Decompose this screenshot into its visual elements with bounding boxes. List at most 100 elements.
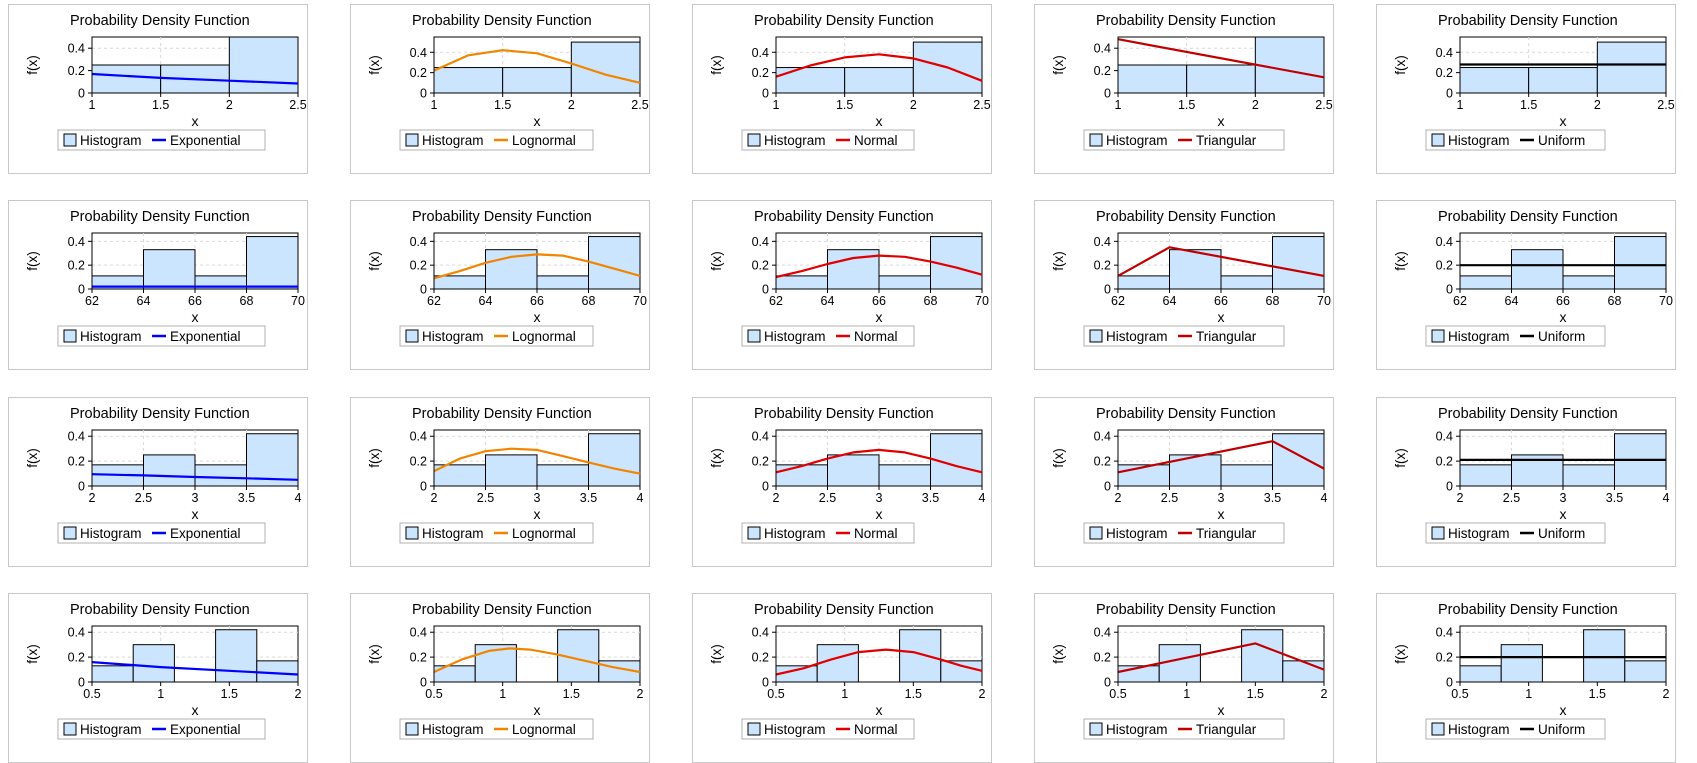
x-tick-label: 1 bbox=[841, 687, 848, 701]
y-tick-label: 0.4 bbox=[410, 235, 427, 249]
x-tick-label: 2.5 bbox=[1503, 491, 1520, 505]
legend-swatch-histogram bbox=[63, 722, 77, 736]
legend-label-histogram: Histogram bbox=[764, 133, 826, 148]
fitted-curve bbox=[775, 53, 983, 82]
chart-title: Probability Density Function bbox=[1096, 406, 1276, 422]
histogram-bar bbox=[246, 236, 299, 290]
y-tick-label: 0.2 bbox=[68, 64, 85, 78]
y-axis-label: f(x) bbox=[1051, 251, 1066, 271]
histogram-bar bbox=[1220, 464, 1273, 487]
legend-label-histogram: Histogram bbox=[764, 329, 826, 344]
x-tick-label: 3.5 bbox=[1264, 491, 1281, 505]
y-tick-label: 0.2 bbox=[752, 259, 769, 273]
x-tick-label: 1.5 bbox=[905, 687, 922, 701]
x-tick-label: 2.5 bbox=[135, 491, 152, 505]
x-tick-label: 70 bbox=[633, 294, 647, 308]
x-tick-label: 64 bbox=[1505, 294, 1519, 308]
histogram-bar bbox=[1186, 64, 1256, 94]
y-tick-label: 0.2 bbox=[68, 651, 85, 665]
y-tick-label: 0.4 bbox=[752, 235, 769, 249]
x-tick-label: 64 bbox=[821, 294, 835, 308]
x-tick-label: 2.5 bbox=[1161, 491, 1178, 505]
legend: Histogram Lognormal bbox=[399, 129, 594, 151]
pdf-chart-svg: Probability Density Function 0 0.2 0.4 62 64 6… bbox=[1376, 200, 1676, 370]
x-axis-label: x bbox=[1218, 309, 1225, 325]
pdf-chart-svg: Probability Density Function 0 0.2 0.4 1 1.5 2… bbox=[350, 4, 650, 174]
y-tick-label: 0 bbox=[1104, 676, 1111, 690]
histogram-bar bbox=[1583, 629, 1626, 683]
legend: Histogram Exponential bbox=[57, 718, 266, 740]
x-tick-label: 2 bbox=[1115, 491, 1122, 505]
legend-swatch-histogram bbox=[63, 526, 77, 540]
x-axis-label: x bbox=[1218, 113, 1225, 129]
chart-title: Probability Density Function bbox=[1096, 209, 1276, 225]
x-tick-label: 2.5 bbox=[631, 98, 648, 112]
pdf-chart-panel: Probability Density Function 0 0.2 0.4 1 1.5 2… bbox=[1376, 4, 1676, 174]
chart-title: Probability Density Function bbox=[754, 406, 934, 422]
histogram-bar bbox=[215, 629, 258, 683]
y-tick-label: 0.4 bbox=[68, 42, 85, 56]
legend: Histogram Lognormal bbox=[399, 718, 594, 740]
histogram-bar bbox=[194, 464, 247, 487]
pdf-chart-panel: Probability Density Function 0 0.2 0.4 2 2.5 3… bbox=[1034, 397, 1334, 567]
legend-label-distribution: Exponential bbox=[170, 329, 241, 344]
legend-label-distribution: Uniform bbox=[1538, 133, 1585, 148]
legend: Histogram Triangular bbox=[1083, 129, 1285, 151]
histogram-bar bbox=[940, 660, 983, 683]
histogram-bar bbox=[1596, 41, 1667, 94]
legend: Histogram Lognormal bbox=[399, 522, 594, 544]
legend-swatch-histogram bbox=[405, 329, 419, 343]
x-axis-label: x bbox=[192, 702, 199, 718]
y-tick-label: 0.2 bbox=[1436, 66, 1453, 80]
plot-area bbox=[1117, 429, 1325, 487]
x-tick-label: 2.5 bbox=[1315, 98, 1332, 112]
y-tick-label: 0.4 bbox=[752, 430, 769, 444]
legend-frame bbox=[1425, 522, 1606, 544]
x-tick-label: 1.5 bbox=[221, 687, 238, 701]
y-tick-label: 0.4 bbox=[68, 626, 85, 640]
x-tick-label: 3.5 bbox=[922, 491, 939, 505]
x-tick-label: 3 bbox=[1218, 491, 1225, 505]
x-tick-label: 2 bbox=[89, 491, 96, 505]
legend-label-histogram: Histogram bbox=[1448, 526, 1510, 541]
pdf-chart-panel: Probability Density Function 0 0.2 0.4 0.5 1 1… bbox=[350, 593, 650, 763]
y-tick-label: 0.2 bbox=[1094, 651, 1111, 665]
y-axis-label: f(x) bbox=[1393, 644, 1408, 664]
histogram-bar bbox=[433, 67, 504, 94]
legend-label-distribution: Lognormal bbox=[512, 133, 576, 148]
histogram-bar bbox=[536, 275, 589, 290]
legend-label-histogram: Histogram bbox=[80, 526, 142, 541]
x-tick-label: 2 bbox=[637, 687, 644, 701]
legend-label-distribution: Normal bbox=[854, 329, 898, 344]
legend-frame bbox=[741, 325, 915, 347]
plot-area bbox=[433, 36, 641, 94]
x-axis-label: x bbox=[192, 309, 199, 325]
x-axis-label: x bbox=[1218, 702, 1225, 718]
x-tick-label: 68 bbox=[240, 294, 254, 308]
x-tick-label: 2 bbox=[226, 98, 233, 112]
legend-swatch-histogram bbox=[747, 722, 761, 736]
x-axis-label: x bbox=[876, 702, 883, 718]
x-tick-label: 2 bbox=[1663, 687, 1670, 701]
legend-swatch-histogram bbox=[405, 526, 419, 540]
legend-label-distribution: Uniform bbox=[1538, 722, 1585, 737]
histogram-bar bbox=[1528, 67, 1598, 94]
x-axis-label: x bbox=[1218, 506, 1225, 522]
y-axis-label: f(x) bbox=[1051, 644, 1066, 664]
histogram-bar bbox=[1117, 275, 1170, 290]
legend: Histogram Triangular bbox=[1083, 325, 1285, 347]
chart-title: Probability Density Function bbox=[412, 209, 592, 225]
histogram-bar bbox=[816, 644, 859, 683]
x-tick-label: 62 bbox=[427, 294, 441, 308]
pdf-chart-svg: Probability Density Function 0 0.2 0.4 1 1.5 2… bbox=[692, 4, 992, 174]
legend: Histogram Normal bbox=[741, 718, 915, 740]
x-axis-label: x bbox=[876, 113, 883, 129]
fitted-curve bbox=[91, 72, 299, 85]
y-axis-label: f(x) bbox=[1393, 448, 1408, 468]
pdf-chart-panel: Probability Density Function 0 0.2 0.4 1 1.5 2… bbox=[8, 4, 308, 174]
plot-area bbox=[775, 625, 983, 683]
pdf-chart-panel: Probability Density Function 0 0.2 0.4 0.5 1 1… bbox=[1034, 593, 1334, 763]
legend: Histogram Exponential bbox=[57, 325, 266, 347]
legend-label-distribution: Triangular bbox=[1196, 526, 1257, 541]
fitted-curve bbox=[433, 49, 641, 84]
